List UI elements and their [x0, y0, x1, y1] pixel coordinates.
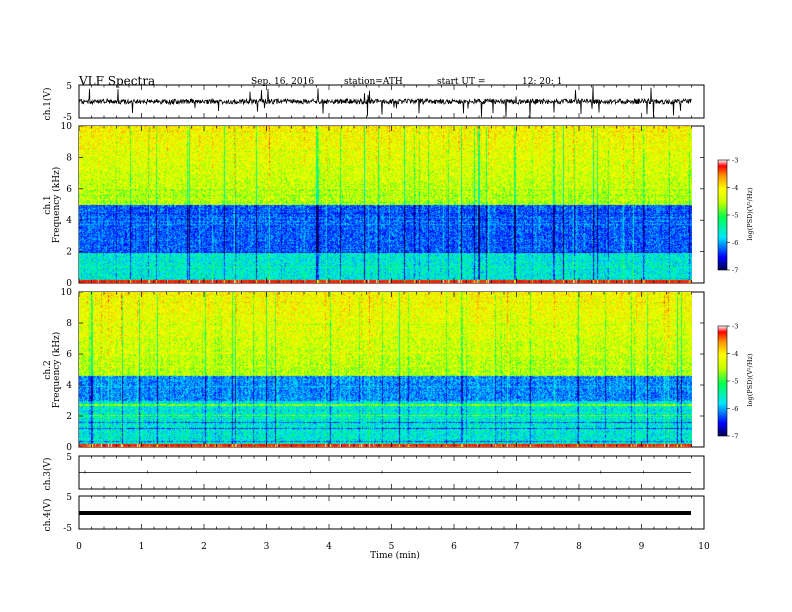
freq-y-tick-label: 0 — [66, 279, 72, 289]
date-label: Sep. 16, 2016 — [251, 77, 314, 87]
colorbar-tick-label: -3 — [732, 323, 738, 331]
freq-y-tick-label: 4 — [66, 381, 72, 391]
cb1-gradient — [718, 160, 727, 270]
colorbar-tick-label: -6 — [732, 405, 738, 413]
ch2-spectrogram — [79, 292, 692, 447]
colorbar-tick-label: -3 — [732, 157, 738, 165]
colorbar-tick-label: -6 — [732, 239, 738, 247]
start-ut-time: 12: 20: 1 — [522, 77, 562, 87]
colorbar-tick-label: -5 — [732, 212, 738, 220]
ch1-colorbar-label: log(PSD)(V²/Hz) — [746, 187, 754, 240]
x-tick-label: 2 — [201, 542, 207, 552]
cb2-gradient — [718, 326, 727, 436]
station-label: station=ATH — [344, 77, 403, 87]
spec2-image — [79, 292, 692, 447]
ch3-y-tick-label: 5 — [66, 453, 72, 463]
x-tick-label: 9 — [639, 542, 645, 552]
ch1wave-trace — [78, 85, 692, 118]
freq-y-tick-label: 8 — [66, 153, 72, 163]
freq-y-tick-label: 0 — [66, 443, 72, 453]
x-tick-label: 6 — [451, 542, 457, 552]
x-tick-label: 1 — [139, 542, 145, 552]
ch1-colorbar: -3 -4 -5 -6 -7 — [717, 157, 738, 275]
ch2-spectrogram-channel-label: ch.2 — [43, 360, 53, 379]
colorbar-tick-label: -7 — [732, 433, 738, 441]
ch2-colorbar-label: log(PSD)(V²/Hz) — [746, 353, 754, 406]
ch4-voltage-axis-label: ch.4(V) — [42, 499, 53, 532]
freq-y-tick-label: 6 — [66, 185, 72, 195]
ch4-y-tick-label: -5 — [63, 524, 72, 534]
start-ut-label: start UT = — [437, 77, 485, 87]
x-tick-label: 4 — [326, 542, 332, 552]
spec1-image — [79, 126, 692, 283]
x-tick-label: 8 — [576, 542, 582, 552]
colorbar-tick-label: -5 — [732, 378, 738, 386]
ch4-y-tick-label: 5 — [66, 493, 72, 503]
freq-y-tick-label: 6 — [66, 350, 72, 360]
colorbar-tick-label: -4 — [732, 184, 738, 192]
freq-y-tick-label: 2 — [66, 248, 72, 258]
ch1-y-tick-label: 5 — [66, 82, 72, 92]
x-tick-label: 7 — [514, 542, 520, 552]
freq-y-tick-label: 10 — [61, 122, 73, 132]
ch2-frequency-axis-label: Frequency (kHz) — [51, 332, 62, 409]
colorbar-tick-label: -4 — [732, 350, 738, 358]
ch1-y-tick-label: -5 — [63, 113, 72, 123]
ch1-frequency-axis-label: Frequency (kHz) — [51, 167, 62, 244]
x-tick-label: 5 — [389, 542, 395, 552]
colorbar-tick-label: -7 — [732, 267, 738, 275]
ch1-waveform-panel — [78, 85, 692, 118]
freq-y-tick-label: 8 — [66, 319, 72, 329]
x-tick-label: 0 — [76, 542, 82, 552]
ch1-spectrogram-channel-label: ch.1 — [43, 195, 53, 214]
x-axis-title: Time (min) — [370, 550, 420, 561]
ch2-colorbar: -3 -4 -5 -6 -7 — [717, 323, 738, 441]
ch3-voltage-axis-label: ch.3(V) — [42, 458, 53, 491]
freq-y-tick-label: 10 — [61, 288, 73, 298]
x-tick-label: 10 — [698, 542, 710, 552]
ch1-spectrogram — [79, 126, 692, 283]
ch1-voltage-axis-label: ch.1(V) — [42, 88, 53, 121]
freq-y-tick-label: 4 — [66, 216, 72, 226]
ch3-waveform-panel — [79, 470, 691, 474]
freq-y-tick-label: 2 — [66, 412, 72, 422]
x-tick-label: 3 — [264, 542, 270, 552]
